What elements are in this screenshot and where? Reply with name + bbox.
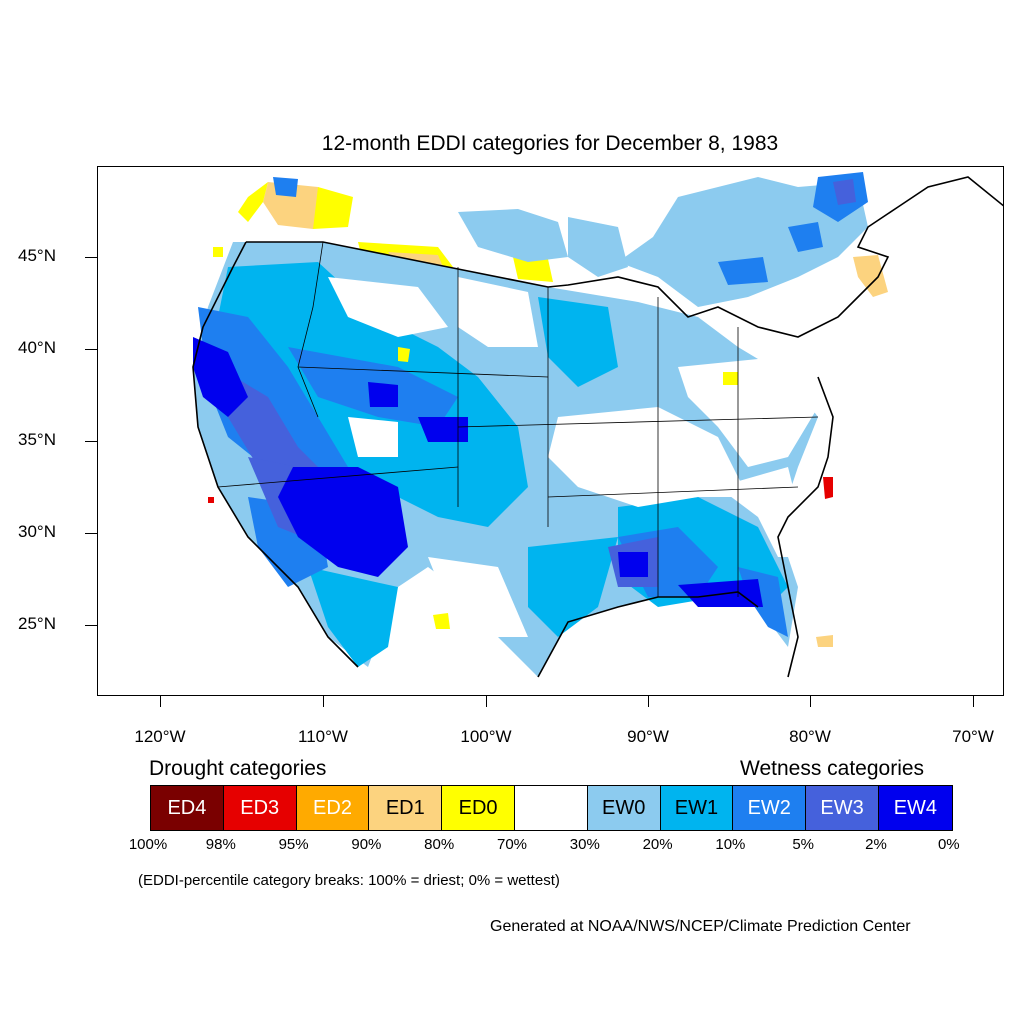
legend-box-ew0: EW0 (587, 786, 661, 830)
lon-label-100: 100°W (460, 727, 512, 746)
percentile-label: 100% (128, 836, 168, 853)
lat-label-35: 35°N (18, 430, 56, 449)
lon-label-90: 90°W (627, 727, 669, 746)
lon-label-110: 110°W (298, 727, 348, 746)
drought-heading: Drought categories (149, 757, 327, 780)
category-legend: ED4 ED3 ED2 ED1 ED0 EW0 EW1 EW2 EW3 EW4 (150, 785, 953, 831)
lon-tick (810, 696, 811, 707)
percentile-label: 0% (937, 836, 960, 853)
legend-box-ed4: ED4 (151, 786, 224, 830)
lon-tick (160, 696, 161, 707)
lat-tick (85, 533, 97, 534)
credit-text: Generated at NOAA/NWS/NCEP/Climate Predi… (490, 918, 911, 935)
canada-patches (238, 172, 888, 307)
percentile-label: 5% (792, 836, 815, 853)
lat-tick (85, 257, 97, 258)
legend-box-ew3: EW3 (806, 786, 879, 830)
map-plot-area (97, 166, 1004, 696)
eddi-map (192, 172, 1003, 678)
lat-label-30: 30°N (18, 522, 56, 541)
legend-box-normal (514, 786, 588, 830)
percentile-label: 20% (642, 836, 673, 853)
lon-label-70: 70°W (952, 727, 994, 746)
lon-tick (486, 696, 487, 707)
percentile-label: 70% (496, 836, 528, 853)
lon-tick (648, 696, 649, 707)
category-note: (EDDI-percentile category breaks: 100% =… (138, 872, 560, 889)
percentile-label: 90% (351, 836, 382, 853)
wetness-heading: Wetness categories (740, 757, 925, 780)
lat-tick (85, 625, 97, 626)
legend-box-ed2: ED2 (296, 786, 370, 830)
percentile-label: 2% (865, 836, 887, 853)
lat-label-25: 25°N (18, 614, 56, 633)
legend-box-ed0: ED0 (442, 786, 515, 830)
state-borders (217, 241, 819, 597)
lon-tick (323, 696, 324, 707)
lat-label-45: 45°N (18, 246, 56, 265)
map-title: 12-month EDDI categories for December 8,… (321, 132, 779, 155)
lon-tick (973, 696, 974, 707)
percentile-label: 80% (424, 836, 455, 853)
lat-tick (85, 441, 97, 442)
percentile-label: 30% (569, 836, 600, 853)
legend-box-ed1: ED1 (369, 786, 443, 830)
percentile-label: 98% (205, 836, 236, 853)
legend-box-ew4: EW4 (878, 786, 952, 830)
percentile-label: 10% (715, 836, 746, 853)
percentile-label: 95% (278, 836, 309, 853)
lon-label-120: 120°W (134, 727, 186, 746)
lon-label-80: 80°W (789, 727, 831, 746)
lat-tick (85, 349, 97, 350)
legend-box-ew2: EW2 (733, 786, 807, 830)
legend-box-ew1: EW1 (660, 786, 734, 830)
legend-box-ed3: ED3 (223, 786, 297, 830)
dry-specks (208, 247, 833, 647)
lat-label-40: 40°N (18, 338, 56, 357)
us-wetness-fill (193, 242, 818, 677)
